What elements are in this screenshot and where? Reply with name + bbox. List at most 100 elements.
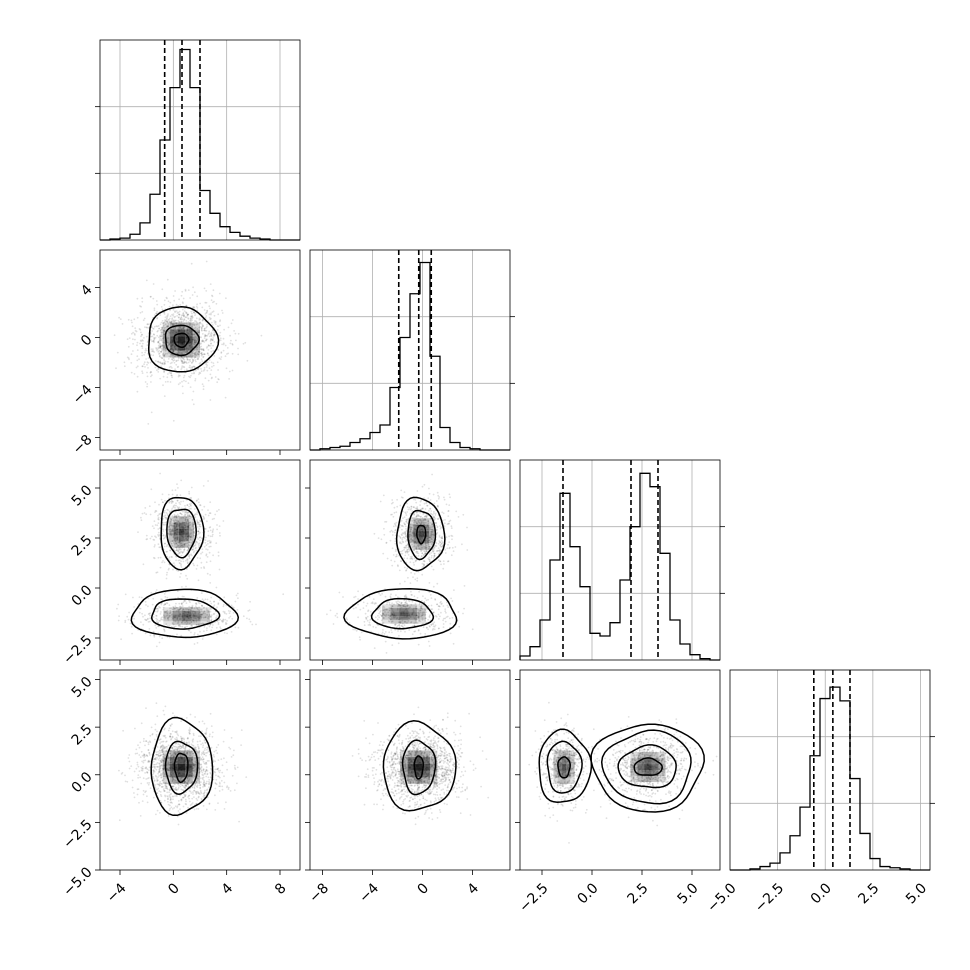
scatter-point: [229, 610, 232, 613]
scatter-point: [382, 629, 384, 631]
scatter-point: [163, 758, 166, 760]
scatter-point: [163, 354, 166, 357]
scatter-point: [207, 617, 209, 619]
scatter-point: [162, 333, 165, 336]
scatter-point: [128, 358, 130, 361]
scatter-point: [158, 355, 161, 358]
scatter-point: [170, 533, 172, 536]
scatter-point: [179, 785, 182, 788]
hist-3-frame: [729, 669, 931, 871]
scatter-point: [402, 532, 405, 535]
scatter-point: [388, 617, 391, 620]
scatter-point: [143, 737, 145, 740]
scatter-point: [186, 542, 189, 544]
scatter-point: [152, 350, 154, 353]
scatter-point: [180, 542, 182, 545]
scatter-point: [172, 308, 175, 311]
scatter-point: [146, 323, 149, 326]
scatter-point: [181, 360, 184, 363]
scatter-point: [163, 511, 166, 514]
scatter-point: [194, 602, 197, 605]
scatter-point: [382, 606, 384, 609]
scatter-point: [170, 534, 173, 537]
scatter-point: [161, 616, 164, 618]
scatter-point: [408, 617, 411, 620]
scatter-point: [191, 744, 194, 747]
scatter-point: [180, 517, 183, 519]
scatter-point: [188, 492, 191, 495]
scatter-point: [180, 544, 182, 547]
scatter-point: [212, 528, 215, 531]
scatter-point: [175, 795, 178, 798]
scatter-point: [163, 561, 166, 564]
scatter-point: [144, 351, 147, 354]
scatter-point: [200, 345, 203, 348]
scatter-point: [172, 506, 175, 509]
scatter-point: [142, 755, 145, 757]
scatter-point: [221, 621, 224, 623]
scatter-point: [424, 543, 427, 545]
scatter-point: [193, 306, 196, 309]
scatter-point: [407, 550, 410, 553]
scatter-point: [174, 489, 177, 491]
scatter-point: [181, 543, 184, 546]
scatter-point: [176, 506, 179, 508]
scatter-point: [179, 608, 182, 611]
scatter-point: [180, 545, 182, 548]
scatter-point: [181, 602, 183, 605]
scatter-point: [175, 788, 178, 791]
scatter-point: [458, 625, 461, 628]
scatter-point: [415, 547, 417, 550]
scatter-point: [170, 524, 173, 526]
scatter-point: [193, 311, 195, 314]
scatter-point: [174, 527, 177, 529]
scatter-point: [115, 367, 117, 370]
scatter-point: [201, 720, 204, 723]
scatter-point: [409, 529, 412, 532]
scatter-point: [194, 352, 197, 354]
scatter-point: [410, 526, 413, 529]
scatter-point: [391, 605, 394, 608]
scatter-point: [175, 748, 177, 751]
scatter-point: [161, 749, 163, 752]
scatter-point: [405, 518, 408, 521]
scatter-point: [226, 632, 229, 635]
scatter-point: [194, 379, 197, 382]
scatter-point: [431, 608, 434, 611]
scatter-point: [260, 334, 263, 337]
scatter-point: [441, 535, 443, 538]
scatter-point: [441, 541, 444, 544]
scatter-point: [206, 311, 208, 314]
density-cell: [183, 528, 189, 536]
scatter-point: [163, 630, 166, 633]
scatter-point: [204, 733, 207, 735]
scatter-point: [181, 308, 184, 311]
scatter-point: [178, 321, 181, 324]
scatter-point: [210, 299, 213, 302]
scatter-point: [414, 499, 417, 501]
scatter-point: [406, 506, 409, 508]
scatter-point: [424, 518, 427, 521]
scatter-point: [187, 521, 190, 524]
scatter-point: [198, 542, 201, 545]
scatter-point: [157, 610, 159, 612]
scatter-point: [429, 545, 431, 548]
scatter-point: [195, 749, 198, 751]
scatter-point: [193, 324, 196, 327]
scatter-point: [155, 627, 158, 629]
scatter-point: [423, 560, 426, 563]
scatter-point: [171, 524, 173, 527]
scatter-point: [202, 356, 205, 359]
scatter-point: [411, 523, 414, 526]
scatter-point: [353, 596, 355, 599]
scatter-point: [163, 355, 166, 358]
scatter-point: [157, 625, 160, 628]
scatter-point: [427, 537, 430, 539]
scatter-point: [163, 333, 165, 336]
scatter-point: [188, 490, 191, 493]
density-cell: [163, 610, 173, 615]
scatter-point: [405, 528, 407, 530]
scatter-point: [399, 604, 402, 607]
scatter-point: [378, 616, 381, 619]
scatter-point: [417, 613, 420, 616]
